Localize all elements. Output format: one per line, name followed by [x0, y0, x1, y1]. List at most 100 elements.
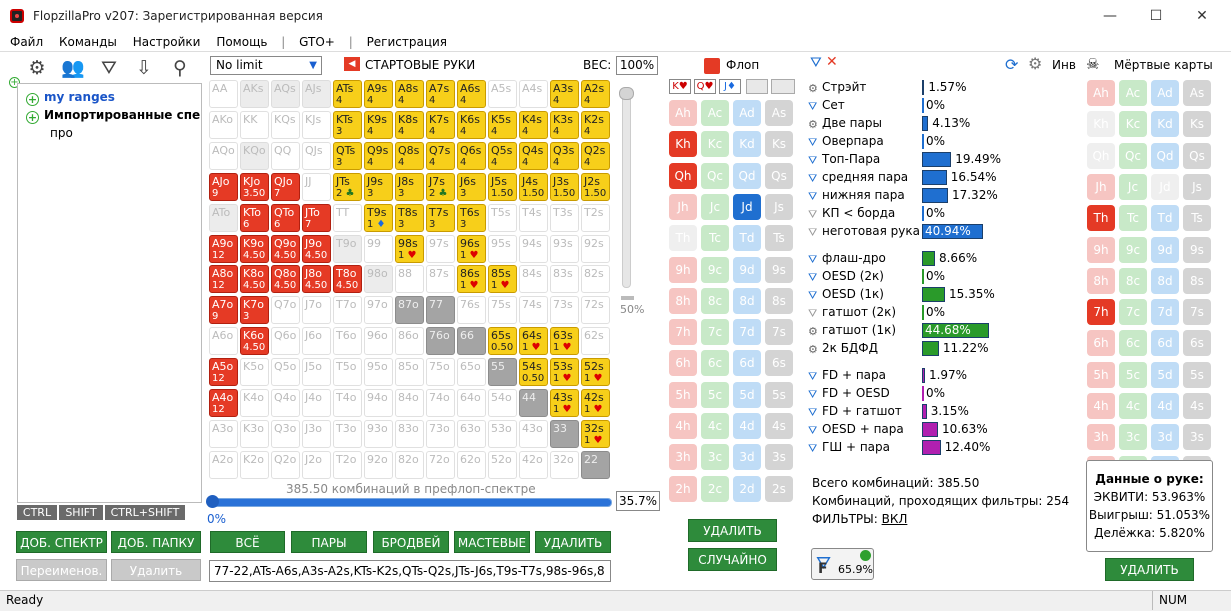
weight-slider[interactable]: [622, 88, 631, 288]
stat-row[interactable]: ⛛ КП < борда: [808, 205, 895, 222]
card-5c[interactable]: 5c: [1119, 361, 1147, 388]
hand-cell[interactable]: QTo 6: [271, 203, 300, 232]
hand-cell[interactable]: AA: [209, 80, 238, 108]
close-button[interactable]: ✕: [1196, 8, 1208, 24]
board-card-4[interactable]: [746, 79, 768, 94]
hand-cell[interactable]: TT: [333, 203, 362, 232]
card-Qc[interactable]: Qc: [701, 162, 729, 189]
hand-cell[interactable]: T6o: [333, 327, 362, 356]
card-Js[interactable]: Js: [765, 193, 793, 220]
hand-cell[interactable]: KTs 3: [333, 110, 362, 139]
card-8s[interactable]: 8s: [1183, 267, 1211, 294]
hand-cell[interactable]: 95o: [364, 358, 393, 387]
card-Ah[interactable]: Ah: [1087, 80, 1115, 106]
card-5h[interactable]: 5h: [669, 381, 697, 408]
hand-cell[interactable]: 54o: [488, 389, 517, 417]
hand-cell[interactable]: 43o: [519, 419, 548, 448]
card-Jc[interactable]: Jc: [701, 193, 729, 220]
hand-cell[interactable]: K7o 3: [240, 296, 269, 325]
hand-cell[interactable]: J4o: [302, 389, 331, 417]
hand-cell[interactable]: J5s 1.50: [488, 172, 517, 201]
filter-add-icon[interactable]: ⛛: [101, 57, 117, 79]
hand-cell[interactable]: A5o 12: [209, 358, 238, 387]
card-8h[interactable]: 8h: [669, 287, 697, 314]
hand-cell[interactable]: 62s: [581, 327, 610, 356]
card-Qd[interactable]: Qd: [733, 162, 761, 189]
card-3s[interactable]: 3s: [1183, 424, 1211, 451]
hand-cell[interactable]: J3s 1.50: [550, 172, 579, 201]
card-8c[interactable]: 8c: [1119, 267, 1147, 294]
stat-row[interactable]: ⛛ гатшот (2к): [808, 304, 896, 321]
hand-cell[interactable]: 73o: [426, 419, 455, 448]
board-card-1[interactable]: K♥: [669, 79, 691, 94]
hand-cell[interactable]: 63s 1 ♥: [550, 327, 579, 356]
hand-cell[interactable]: A3s 4: [550, 80, 579, 108]
hand-cell[interactable]: KK: [240, 110, 269, 139]
weight-slider-thumb[interactable]: [619, 87, 634, 100]
hand-cell[interactable]: T3o: [333, 419, 362, 448]
hand-cell[interactable]: KJs: [302, 110, 331, 139]
hand-cell[interactable]: J6o: [302, 327, 331, 356]
hand-cell[interactable]: JTs 2 ♣: [333, 172, 362, 201]
rename-button[interactable]: Переименов.: [16, 559, 107, 581]
card-3d[interactable]: 3d: [733, 444, 761, 471]
card-5s[interactable]: 5s: [1183, 361, 1211, 388]
card-3h[interactable]: 3h: [1087, 424, 1115, 451]
hand-cell[interactable]: AQs: [271, 80, 300, 108]
filter-icon[interactable]: ⛛: [808, 388, 818, 401]
card-Jh[interactable]: Jh: [669, 193, 697, 220]
card-Tc[interactable]: Tc: [701, 225, 729, 252]
hand-cell[interactable]: K7s 4: [426, 110, 455, 139]
hand-cell[interactable]: 77: [426, 296, 455, 325]
hand-cell[interactable]: K6o 4.50: [240, 327, 269, 356]
card-Ad[interactable]: Ad: [733, 100, 761, 126]
hand-cell[interactable]: 82s: [581, 265, 610, 294]
hand-cell[interactable]: 63o: [457, 419, 486, 448]
card-4c[interactable]: 4c: [701, 413, 729, 439]
card-4s[interactable]: 4s: [1183, 393, 1211, 419]
card-Jd[interactable]: Jd: [1151, 173, 1179, 200]
stat-row[interactable]: ⛛ средняя пара: [808, 169, 908, 186]
hand-cell[interactable]: T6s 3: [457, 203, 486, 232]
hand-cell[interactable]: QJo 7: [271, 172, 300, 201]
card-9s[interactable]: 9s: [765, 256, 793, 283]
hand-cell[interactable]: Q3o: [271, 419, 300, 448]
gear-icon[interactable]: ⚙: [808, 343, 818, 356]
hand-cell[interactable]: 86o: [395, 327, 424, 356]
clear-range-button[interactable]: УДАЛИТЬ: [535, 531, 611, 553]
hand-cell[interactable]: 96o: [364, 327, 393, 356]
range-slider[interactable]: [206, 495, 612, 508]
hand-cell[interactable]: J9s 3: [364, 172, 393, 201]
expand-icon[interactable]: +: [26, 93, 39, 106]
hand-cell[interactable]: 62o: [457, 450, 486, 479]
card-Ah[interactable]: Ah: [669, 100, 697, 126]
hand-cell[interactable]: JTo 7: [302, 203, 331, 232]
card-5d[interactable]: 5d: [733, 381, 761, 408]
filter-icon[interactable]: ⛛: [808, 406, 818, 419]
search-icon[interactable]: ⚲: [173, 57, 187, 79]
hand-cell[interactable]: J5o: [302, 358, 331, 387]
hand-cell[interactable]: T2o: [333, 450, 362, 479]
board-card-5[interactable]: [771, 79, 795, 94]
card-6h[interactable]: 6h: [1087, 330, 1115, 357]
card-4d[interactable]: 4d: [733, 413, 761, 439]
hand-cell[interactable]: A9s 4: [364, 80, 393, 108]
card-7h[interactable]: 7h: [1087, 299, 1115, 326]
gear-icon[interactable]: ⚙: [28, 57, 46, 79]
hand-cell[interactable]: 72o: [426, 450, 455, 479]
card-4c[interactable]: 4c: [1119, 393, 1147, 419]
card-5h[interactable]: 5h: [1087, 361, 1115, 388]
hand-cell[interactable]: T3s: [550, 203, 579, 232]
card-Jh[interactable]: Jh: [1087, 173, 1115, 200]
hand-cell[interactable]: A2s 4: [581, 80, 610, 108]
card-9h[interactable]: 9h: [1087, 236, 1115, 263]
stat-row[interactable]: ⛛ неготовая рука: [808, 223, 920, 240]
hand-cell[interactable]: 65o: [457, 358, 486, 387]
hand-cell[interactable]: J7s 2 ♣: [426, 172, 455, 201]
hand-cell[interactable]: K8s 4: [395, 110, 424, 139]
stat-row[interactable]: ⛛ нижняя пара: [808, 187, 905, 204]
stat-row[interactable]: ⛛ ГШ + пара: [808, 439, 890, 456]
board-card-2[interactable]: Q♥: [694, 79, 716, 94]
hand-cell[interactable]: T7s 3: [426, 203, 455, 232]
hand-cell[interactable]: K4s 4: [519, 110, 548, 139]
